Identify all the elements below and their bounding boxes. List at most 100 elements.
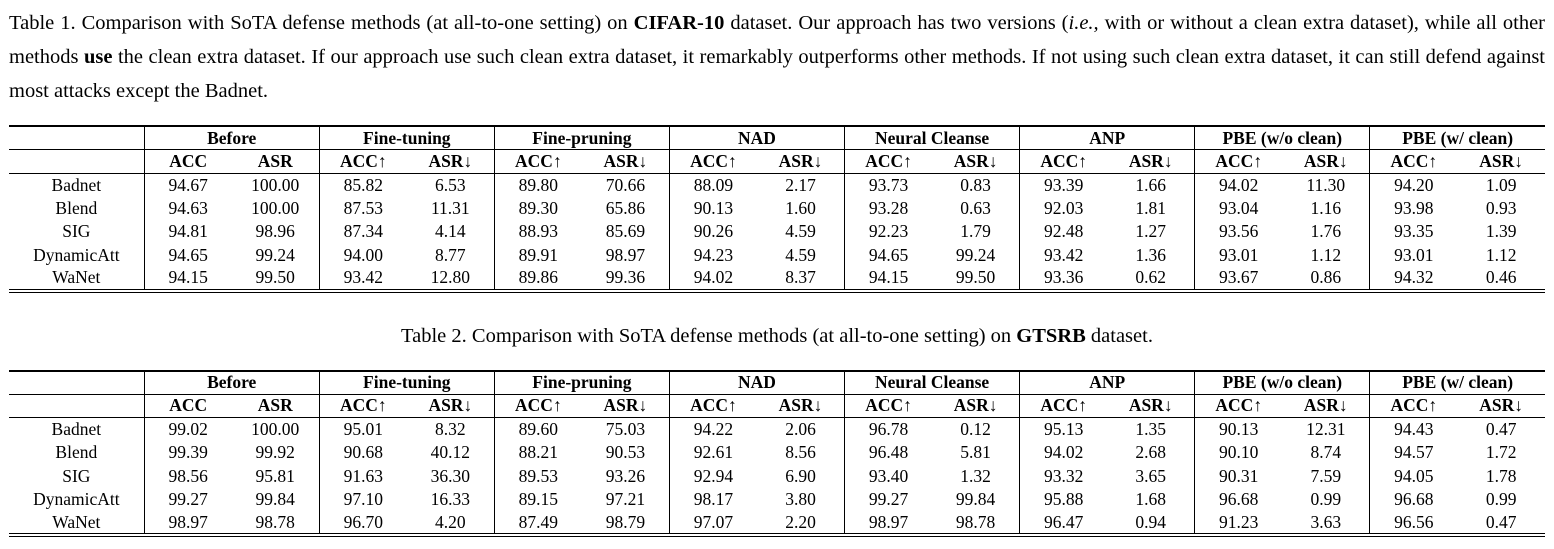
value-cell: 94.57 [1369, 441, 1458, 465]
method-cell: DynamicAtt [33, 244, 120, 265]
column-group-header: Fine-pruning [493, 126, 670, 150]
value-cell: 97.10 [318, 488, 407, 512]
column-group-header: PBE (w/o clean) [1194, 126, 1370, 150]
caption-segment: use [83, 46, 113, 68]
value-cell: 95.88 [1019, 488, 1108, 512]
value-cell: 93.67 [1194, 267, 1283, 291]
table-row: DynamicAtt 99.27 99.84 97.10 16.33 89.15 97.21… [9, 488, 1545, 512]
value-cell: 85.82 [318, 173, 407, 197]
column-group-header: NAD [668, 126, 845, 150]
value-cell: 1.60 [785, 197, 816, 218]
value-cell: 93.40 [844, 464, 933, 488]
value-cell: 93.42 [318, 267, 407, 291]
value-cell: 96.70 [318, 511, 407, 535]
caption-segment: Table 1. Comparison with SoTA defense me… [9, 12, 634, 34]
table-row: SIG 98.56 95.81 91.63 36.30 89.53 93.26 92.94 6.… [9, 464, 1545, 488]
value-cell: 0.12 [960, 419, 991, 439]
value-cell: 90.13 [1194, 417, 1283, 441]
value-cell: 88.21 [493, 441, 582, 465]
value-cell: 99.02 [143, 417, 232, 441]
value-cell: 8.32 [435, 419, 466, 439]
value-cell: 97.21 [605, 489, 646, 510]
value-cell: 93.26 [605, 465, 646, 486]
value-cell: 98.78 [955, 511, 996, 532]
value-cell: 96.68 [1194, 488, 1283, 512]
value-cell: 92.48 [1019, 220, 1108, 244]
value-cell: 0.86 [1310, 267, 1342, 288]
value-cell: 99.24 [955, 244, 996, 265]
caption-segment: dataset. [1085, 324, 1153, 347]
value-cell: 4.59 [785, 244, 816, 265]
value-cell: 94.65 [143, 243, 232, 267]
metric-header: ASR↓ [581, 394, 670, 418]
value-cell: 94.02 [1194, 173, 1283, 197]
value-cell: 100.00 [251, 197, 300, 218]
value-cell: 91.23 [1194, 511, 1283, 535]
value-cell: 96.48 [844, 441, 933, 465]
value-cell: 75.03 [605, 419, 646, 439]
value-cell: 98.97 [143, 511, 232, 535]
value-cell: 87.34 [318, 220, 407, 244]
value-cell: 1.79 [960, 221, 991, 242]
value-cell: 0.47 [1485, 511, 1517, 532]
value-cell: 93.56 [1194, 220, 1283, 244]
metric-header: ASR↓ [581, 149, 670, 174]
value-cell: 98.97 [844, 511, 933, 535]
method-cell: Blend [55, 197, 98, 218]
method-cell: Blend [55, 442, 98, 463]
metric-header: ACC↑ [1194, 394, 1283, 418]
value-cell: 1.09 [1485, 174, 1517, 195]
value-cell: 2.06 [785, 419, 816, 439]
method-cell: Badnet [51, 419, 102, 439]
metric-header: ACC [143, 394, 232, 418]
column-group-header: Fine-tuning [318, 126, 495, 150]
metric-header: ACC↑ [1369, 149, 1458, 174]
column-group-header: Before [143, 126, 320, 150]
value-cell: 90.68 [318, 441, 407, 465]
value-cell: 8.37 [785, 267, 816, 288]
value-cell: 5.81 [960, 442, 991, 463]
value-cell: 8.77 [435, 244, 466, 265]
value-cell: 1.16 [1310, 197, 1342, 218]
metric-header: ASR [231, 149, 320, 174]
group-header-row: Before Fine-tuning Fine-pruning NAD Neural C… [9, 126, 1545, 150]
value-cell: 1.32 [960, 465, 991, 486]
value-cell: 0.99 [1485, 489, 1517, 510]
value-cell: 8.56 [785, 442, 816, 463]
value-cell: 87.49 [493, 511, 582, 535]
value-cell: 94.67 [143, 173, 232, 197]
value-cell: 1.12 [1485, 244, 1517, 265]
value-cell: 1.39 [1485, 221, 1517, 242]
value-cell: 93.39 [1019, 173, 1108, 197]
value-cell: 93.01 [1369, 243, 1458, 267]
table2-caption: Table 2. Comparison with SoTA defense me… [9, 319, 1545, 353]
corner-cell [9, 370, 145, 395]
value-cell: 94.20 [1369, 173, 1458, 197]
value-cell: 89.80 [493, 173, 582, 197]
metric-header: ASR↓ [1107, 394, 1195, 418]
metric-header: ACC↑ [493, 394, 582, 418]
value-cell: 92.94 [668, 464, 757, 488]
value-cell: 93.32 [1019, 464, 1108, 488]
method-cell: SIG [62, 221, 91, 242]
value-cell: 100.00 [251, 174, 300, 195]
value-cell: 90.53 [605, 442, 646, 463]
value-cell: 0.83 [960, 174, 991, 195]
value-cell: 89.15 [493, 488, 582, 512]
column-group-header: Neural Cleanse [844, 370, 1020, 395]
value-cell: 93.42 [1019, 243, 1108, 267]
value-cell: 0.93 [1485, 197, 1517, 218]
corner-cell [9, 149, 145, 174]
metric-header: ACC↑ [668, 149, 757, 174]
value-cell: 3.63 [1310, 511, 1342, 532]
column-group-header: PBE (w/o clean) [1194, 370, 1370, 395]
value-cell: 92.03 [1019, 196, 1108, 220]
value-cell: 99.27 [143, 488, 232, 512]
value-cell: 4.14 [435, 221, 466, 242]
value-cell: 11.30 [1306, 174, 1346, 195]
value-cell: 90.26 [668, 220, 757, 244]
results-table-gtsrb: Before Fine-tuning Fine-pruning NAD Neural C… [9, 369, 1545, 537]
value-cell: 3.80 [785, 489, 816, 510]
value-cell: 1.68 [1135, 489, 1166, 510]
caption-segment: with or without a clean extra dataset), … [9, 12, 1545, 68]
